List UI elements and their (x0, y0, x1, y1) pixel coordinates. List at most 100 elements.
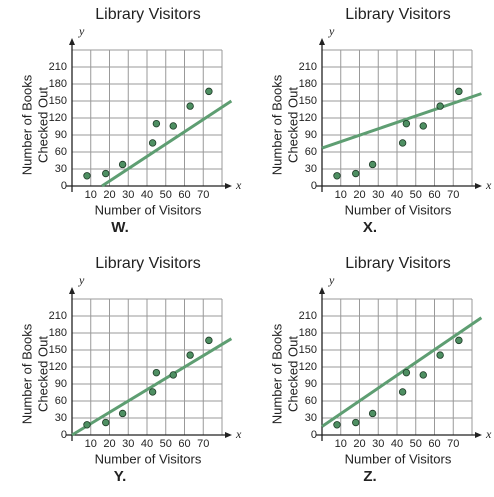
y-tick-label: 60 (55, 395, 67, 407)
y-tick-label: 30 (55, 163, 67, 175)
y-tick-label: 180 (49, 327, 67, 339)
caption: Z. (363, 468, 376, 485)
y-axis-title: Checked Out (35, 87, 50, 163)
x-tick-label: 10 (335, 189, 347, 201)
y-axis-title: Checked Out (285, 87, 300, 163)
x-tick-label: 70 (447, 189, 459, 201)
y-tick-label: 180 (299, 327, 317, 339)
data-point (205, 87, 213, 96)
x-axis-arrow (225, 432, 232, 438)
data-point (333, 421, 341, 429)
caption: W. (111, 219, 129, 236)
chart-title: Library Visitors (345, 6, 451, 23)
y-tick-label: 30 (305, 163, 317, 175)
y-tick-label: 90 (305, 378, 317, 390)
data-point (118, 160, 127, 169)
data-point (148, 139, 157, 147)
data-point (398, 139, 407, 147)
y-axis-title: Number of Books (269, 323, 284, 424)
data-point (102, 418, 110, 427)
x-tick-label: 20 (103, 189, 115, 201)
data-point (83, 421, 91, 429)
y-axis-title: Number of Books (19, 74, 34, 175)
data-point (419, 122, 427, 130)
y-tick-label: 60 (305, 146, 317, 158)
axis-letter: y (78, 24, 85, 38)
data-point (368, 409, 377, 418)
x-tick-label: 70 (197, 189, 209, 201)
x-axis-title: Number of Visitors (95, 451, 202, 466)
trend-line (321, 92, 482, 150)
data-point (186, 351, 194, 359)
data-point (169, 122, 177, 130)
axis-letter: y (328, 24, 335, 38)
y-tick-label: 150 (299, 95, 317, 107)
chart-title: Library Visitors (95, 255, 201, 272)
plot-marks (321, 87, 482, 180)
data-point (148, 388, 157, 396)
x-tick-label: 20 (353, 189, 365, 201)
data-point (455, 336, 463, 345)
x-axis-title: Number of Visitors (345, 451, 452, 466)
x-tick-label: 10 (335, 438, 347, 450)
x-tick-label: 20 (353, 438, 365, 450)
y-tick-label: 30 (55, 412, 67, 424)
axis-letter: y (328, 273, 335, 287)
x-axis-arrow (475, 183, 482, 189)
y-tick-label: 120 (299, 361, 317, 373)
y-tick-label: 90 (305, 129, 317, 141)
data-point (398, 388, 407, 396)
data-point (83, 172, 91, 180)
trend-line (321, 316, 483, 428)
chart-title: Library Visitors (345, 255, 451, 272)
y-tick-label: 210 (49, 61, 67, 73)
data-point (436, 351, 444, 359)
data-point (152, 119, 161, 128)
y-tick-label: 120 (49, 361, 67, 373)
data-point (402, 119, 411, 128)
axis-letter: x (485, 427, 492, 441)
trend-line (101, 99, 233, 188)
data-point (102, 169, 110, 178)
y-tick-label: 30 (305, 412, 317, 424)
plot-marks (83, 87, 233, 188)
x-tick-label: 40 (391, 189, 403, 201)
y-tick-label: 0 (61, 180, 67, 192)
caption: Y. (114, 468, 127, 485)
y-tick-label: 90 (55, 378, 67, 390)
x-tick-label: 50 (160, 189, 172, 201)
y-tick-label: 60 (305, 395, 317, 407)
x-tick-label: 40 (141, 438, 153, 450)
y-axis-title: Number of Books (269, 74, 284, 175)
x-tick-label: 70 (197, 438, 209, 450)
data-point (368, 160, 377, 169)
y-tick-label: 180 (49, 78, 67, 90)
x-axis-title: Number of Visitors (345, 202, 452, 217)
y-tick-label: 150 (299, 344, 317, 356)
x-axis-arrow (225, 183, 232, 189)
axis-letter: y (78, 273, 85, 287)
x-tick-label: 60 (428, 438, 440, 450)
data-point (186, 102, 194, 110)
y-axis-arrow (319, 287, 325, 294)
data-point (333, 172, 341, 180)
data-point (352, 169, 360, 178)
x-tick-label: 60 (178, 189, 190, 201)
x-tick-label: 30 (122, 438, 134, 450)
data-point (152, 368, 161, 377)
y-tick-label: 180 (299, 78, 317, 90)
y-tick-label: 210 (49, 310, 67, 322)
x-tick-label: 40 (141, 189, 153, 201)
y-tick-label: 0 (311, 180, 317, 192)
y-tick-label: 60 (55, 146, 67, 158)
x-tick-label: 10 (85, 189, 97, 201)
chart-panel: 10 20 30 40 50 60 70 0 30 60 90 120 150 180 210 Library… (269, 6, 492, 236)
y-axis-title: Number of Books (19, 323, 34, 424)
caption: X. (363, 219, 377, 236)
y-axis-title: Checked Out (285, 336, 300, 412)
data-point (118, 409, 127, 418)
chart-panel: 10 20 30 40 50 60 70 0 30 60 90 120 150 180 210 Library… (19, 6, 242, 236)
y-tick-label: 210 (299, 61, 317, 73)
data-point (352, 418, 360, 427)
